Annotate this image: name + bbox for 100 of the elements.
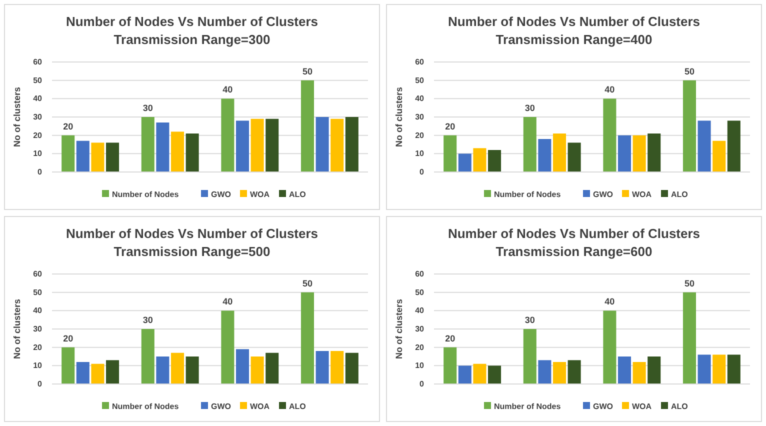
- data-label: 20: [445, 121, 456, 132]
- legend-label: Number of Nodes: [112, 402, 180, 411]
- bar: [648, 356, 661, 384]
- chart-subtitle: Transmission Range=500: [114, 244, 270, 259]
- legend-label: ALO: [289, 402, 306, 411]
- chart-title: Number of Nodes Vs Number of Clusters: [448, 14, 700, 29]
- legend-label: Number of Nodes: [112, 190, 180, 199]
- data-label: 30: [524, 103, 535, 113]
- y-tick-label: 60: [33, 270, 43, 279]
- bar: [712, 354, 726, 384]
- y-tick-label: 50: [415, 288, 425, 297]
- bar: [618, 356, 632, 384]
- bar: [682, 292, 696, 384]
- bar: [186, 134, 199, 172]
- y-tick-label: 40: [415, 306, 425, 316]
- bar: [523, 329, 536, 384]
- bar: [552, 134, 566, 172]
- bar: [330, 118, 344, 172]
- bar: [76, 140, 90, 172]
- bar: [250, 356, 264, 384]
- bar: [221, 98, 234, 172]
- y-tick-label: 0: [420, 380, 425, 389]
- data-label: 30: [142, 315, 153, 325]
- bar: [106, 360, 120, 384]
- data-label: 50: [684, 66, 694, 76]
- bar: [141, 329, 154, 384]
- bar: [444, 347, 457, 384]
- legend-label: Number of Nodes: [494, 190, 562, 199]
- y-tick-label: 30: [415, 324, 425, 334]
- legend-label: ALO: [289, 190, 306, 199]
- chart-subtitle: Transmission Range=300: [114, 32, 270, 47]
- bar: [266, 118, 279, 172]
- bar: [76, 362, 90, 384]
- bar: [727, 354, 740, 384]
- legend-label: WOA: [250, 402, 270, 411]
- data-label: 20: [63, 121, 74, 132]
- y-tick-label: 20: [415, 342, 425, 352]
- bar: [106, 142, 120, 172]
- data-label: 50: [684, 278, 694, 288]
- y-tick-label: 60: [415, 58, 425, 67]
- chart-title: Number of Nodes Vs Number of Clusters: [66, 226, 318, 241]
- bar: [345, 117, 358, 172]
- chart-subtitle: Transmission Range=400: [496, 32, 652, 47]
- bar: [618, 135, 632, 172]
- data-label: 40: [222, 84, 233, 95]
- legend-label: WOA: [250, 190, 270, 199]
- y-tick-label: 40: [33, 306, 43, 316]
- data-label: 50: [302, 278, 312, 288]
- bar: [266, 352, 279, 384]
- y-tick-label: 0: [420, 168, 425, 177]
- bar: [62, 135, 75, 172]
- bar: [488, 366, 502, 384]
- bar: [698, 120, 711, 172]
- y-tick-label: 10: [33, 361, 43, 370]
- bar: [316, 117, 329, 172]
- bar: [648, 134, 661, 172]
- data-label: 30: [524, 315, 535, 325]
- bar: [330, 351, 344, 384]
- y-tick-label: 60: [33, 58, 43, 67]
- bar: [316, 351, 329, 384]
- bar: [568, 142, 581, 172]
- bar: [300, 80, 314, 172]
- chart-subtitle: Transmission Range=600: [496, 244, 652, 259]
- bar: [345, 352, 358, 384]
- bar: [221, 310, 234, 384]
- y-axis-title: No of clusters: [12, 298, 22, 360]
- bar: [91, 364, 104, 384]
- bar: [458, 366, 472, 384]
- y-tick-label: 30: [415, 112, 425, 122]
- bar: [632, 135, 646, 172]
- data-label: 30: [142, 103, 153, 113]
- y-tick-label: 10: [415, 149, 425, 158]
- bar: [682, 80, 696, 172]
- y-tick-label: 40: [415, 94, 425, 104]
- bar: [444, 135, 457, 172]
- bar: [236, 120, 250, 172]
- bar: [698, 354, 711, 384]
- legend-label: WOA: [632, 190, 652, 199]
- y-tick-label: 20: [33, 130, 43, 140]
- data-label: 20: [63, 333, 74, 344]
- bar: [603, 98, 616, 172]
- legend-label: Number of Nodes: [494, 402, 562, 411]
- y-tick-label: 20: [415, 130, 425, 140]
- y-tick-label: 10: [415, 361, 425, 370]
- bar: [488, 150, 502, 172]
- bar: [170, 352, 184, 384]
- data-label: 40: [222, 296, 233, 307]
- bar: [712, 140, 726, 172]
- legend-label: ALO: [671, 190, 688, 199]
- y-tick-label: 50: [415, 76, 425, 85]
- chart-title: Number of Nodes Vs Number of Clusters: [66, 14, 318, 29]
- bar: [603, 310, 616, 384]
- y-tick-label: 50: [33, 288, 43, 297]
- bar: [250, 118, 264, 172]
- data-label: 40: [604, 84, 615, 95]
- data-label: 50: [302, 66, 312, 76]
- bar: [538, 360, 552, 384]
- y-axis-title: No of clusters: [394, 298, 404, 360]
- bar: [538, 139, 552, 172]
- bar: [156, 356, 170, 384]
